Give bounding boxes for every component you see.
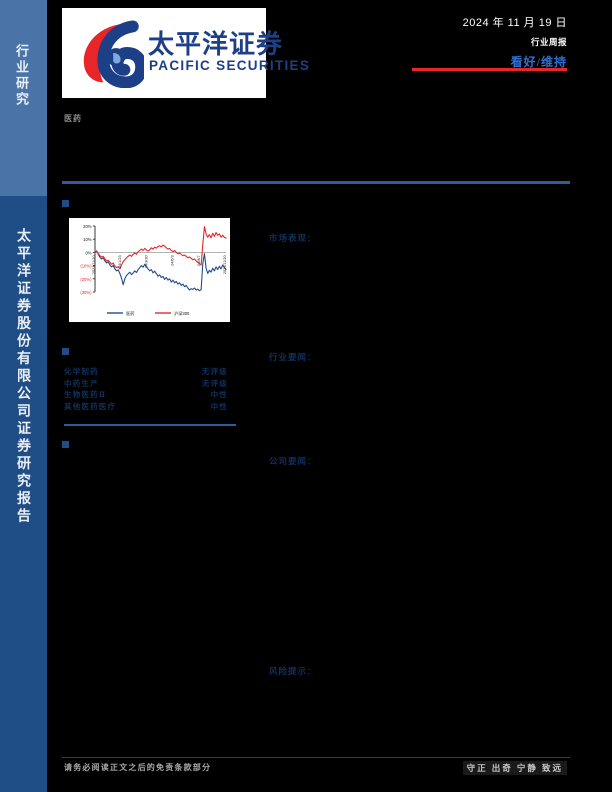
rating-row-name: 生物医药Ⅱ <box>64 390 107 399</box>
heading-market-performance: 市场表现： <box>269 233 317 243</box>
svg-text:20%: 20% <box>83 224 92 229</box>
svg-text:沪深300: 沪深300 <box>174 310 190 317</box>
pacific-securities-logo-icon <box>83 20 144 88</box>
heading-industry-news: 行业要闻： <box>269 352 317 362</box>
report-date: 2024 年 11 月 19 日 <box>462 17 567 29</box>
section-bullet-market <box>62 200 69 207</box>
heading-company-news: 公司要闻： <box>269 456 317 466</box>
rating-row-value: 中性 <box>210 390 228 399</box>
table-row: 化学制药 无评级 <box>64 366 236 378</box>
svg-text:24/6/3: 24/6/3 <box>171 255 175 266</box>
rating-row-value: 无评级 <box>201 378 228 388</box>
section-bullet-industry <box>62 348 69 355</box>
rating-row-name: 中药生产 <box>64 378 99 388</box>
svg-text:(10%): (10%) <box>80 264 92 269</box>
header-blue-rule <box>62 181 570 184</box>
sidebar-category-label: 行业研究 <box>14 44 29 108</box>
sidebar-company-label: 太平洋证券股份有限公司证券研究报告 <box>15 228 30 526</box>
report-rating: 看好/维持 <box>510 55 567 69</box>
svg-text:2023/11/20: 2023/11/20 <box>92 255 96 274</box>
svg-text:24/8/7: 24/8/7 <box>197 255 201 266</box>
footer-rule <box>62 757 570 758</box>
logo-name-en: PACIFIC SECURITIES <box>149 58 311 73</box>
svg-text:24/1/23: 24/1/23 <box>118 255 122 268</box>
svg-text:24/3/30: 24/3/30 <box>144 255 148 268</box>
report-header: 2024 年 11 月 19 日 行业周报 看好/维持 <box>327 14 567 70</box>
rating-table-rule <box>64 424 236 426</box>
sidebar-top-band <box>0 0 47 196</box>
logo-name-cn: 太平洋证券 <box>148 29 284 59</box>
svg-text:0%: 0% <box>85 250 91 255</box>
footer-motto: 守正 出奇 宁静 致远 <box>462 761 567 775</box>
rating-row-name: 化学制药 <box>64 367 99 376</box>
rating-row-name: 其他医药医疗 <box>64 401 117 411</box>
svg-text:2024/11/20: 2024/11/20 <box>223 255 227 274</box>
company-logo: 太平洋证券 PACIFIC SECURITIES <box>62 8 309 98</box>
rating-row-value: 无评级 <box>201 367 228 376</box>
table-row: 中药生产 无评级 <box>64 378 236 390</box>
table-row: 生物医药Ⅱ 中性 <box>64 389 236 401</box>
svg-text:(20%): (20%) <box>80 277 92 282</box>
svg-text:(30%): (30%) <box>80 290 92 295</box>
sidebar-bottom-band <box>0 196 47 792</box>
performance-line-chart: 20% 10% 0% (10%) (20%) (30%) 2023/11/20 24/1/2… <box>80 224 227 317</box>
market-performance-chart: 20% 10% 0% (10%) (20%) (30%) 2023/11/20 24/1/2… <box>69 218 230 322</box>
industry-rating-table: 化学制药 无评级 中药生产 无评级 生物医药Ⅱ 中性 其他医药医疗 中性 <box>64 366 236 412</box>
document-page: 太平洋证券 PACIFIC SECURITIES 2024 年 11 月 19 … <box>47 0 612 792</box>
left-sidebar: 行业研究 太平洋证券股份有限公司证券研究报告 <box>0 0 47 792</box>
heading-risk-warning: 风险提示： <box>269 666 317 676</box>
svg-text:10%: 10% <box>83 237 92 242</box>
section-bullet-company <box>62 441 69 448</box>
table-row: 其他医药医疗 中性 <box>64 401 236 413</box>
footer-disclaimer: 请务必阅读正文之后的免责条款部分 <box>64 763 212 772</box>
header-red-rule <box>412 68 567 71</box>
rating-row-value: 中性 <box>210 401 228 411</box>
industry-tag: 医药 <box>64 114 82 123</box>
svg-text:医药: 医药 <box>126 310 134 317</box>
report-type: 行业周报 <box>530 37 567 47</box>
